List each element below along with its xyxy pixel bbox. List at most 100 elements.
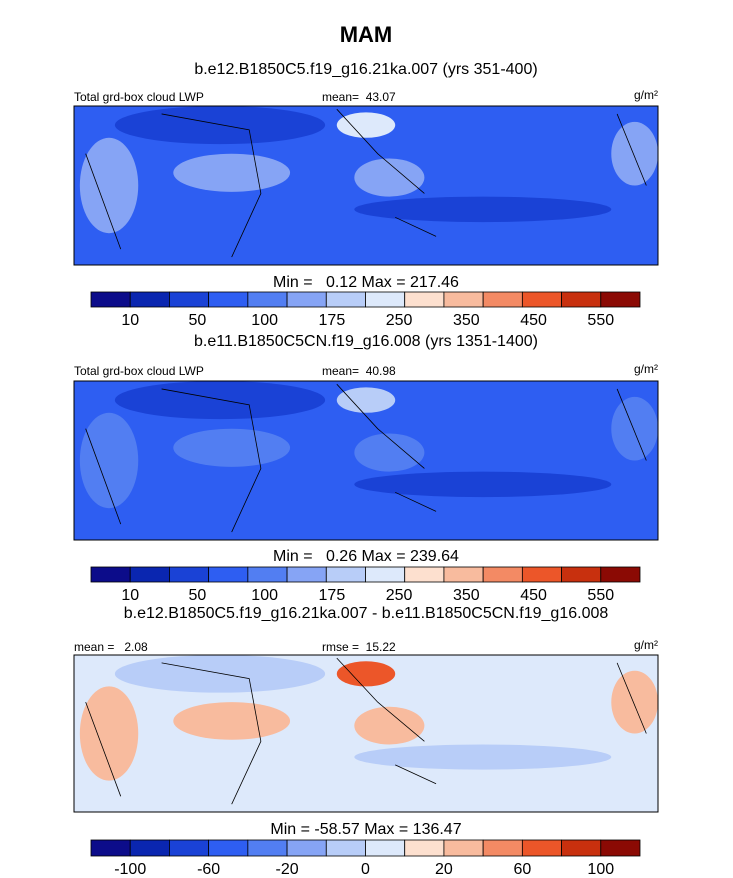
colorbar-label: 350: [453, 587, 480, 604]
map-region: [611, 121, 658, 186]
colorbar-box: [129, 291, 170, 308]
map-region: [354, 744, 612, 770]
map-region: [611, 396, 658, 461]
panel-unit: g/m²: [634, 638, 658, 652]
colorbar-box: [169, 839, 210, 857]
colorbar-label: 250: [386, 312, 413, 329]
map-region: [336, 661, 396, 687]
coastline: [85, 108, 647, 258]
colorbar-label: 450: [520, 312, 547, 329]
colorbar-box: [365, 839, 406, 857]
colorbar-label: 60: [513, 861, 531, 878]
panel-subtitle: b.e12.B1850C5.f19_g16.21ka.007 (yrs 351-…: [194, 61, 537, 78]
colorbar-box: [600, 839, 641, 857]
panel-subtitle: b.e12.B1850C5.f19_g16.21ka.007 - b.e11.B…: [124, 605, 609, 622]
colorbar-box: [561, 291, 602, 308]
coastline: [85, 383, 647, 533]
panel-center-label: rmse = 15.22: [322, 640, 396, 654]
colorbar-box: [325, 566, 366, 583]
colorbar-label: -60: [197, 861, 220, 878]
map-region: [173, 702, 291, 740]
colorbar-box: [561, 839, 602, 857]
colorbar-box: [521, 566, 562, 583]
colorbar-label: 175: [319, 312, 346, 329]
panel-center-label: mean= 40.98: [322, 364, 396, 378]
colorbar-box: [247, 839, 288, 857]
panel-subtitle: b.e11.B1850C5CN.f19_g16.008 (yrs 1351-14…: [194, 333, 538, 350]
colorbar-box: [129, 839, 170, 857]
map-region: [354, 433, 425, 472]
colorbar-label: -100: [114, 861, 146, 878]
colorbar-box: [443, 566, 484, 583]
map-region: [79, 412, 139, 509]
panel-unit: g/m²: [634, 88, 658, 102]
map-frame: [73, 105, 659, 266]
panel-left-label: Total grd-box cloud LWP: [74, 90, 204, 104]
colorbar-box: [443, 839, 484, 857]
colorbar-box: [286, 566, 327, 583]
colorbar-label: 550: [587, 587, 614, 604]
map-region: [173, 153, 291, 192]
colorbar-box: [482, 291, 523, 308]
coastline: [85, 657, 647, 805]
colorbar-label: 100: [251, 587, 278, 604]
map-region: [354, 706, 425, 745]
map-region: [354, 158, 425, 197]
colorbar-label: 20: [435, 861, 453, 878]
colorbar-box: [208, 566, 249, 583]
colorbar-label: 50: [189, 587, 207, 604]
colorbar-label: 550: [587, 312, 614, 329]
min-max-label: Min = -58.57 Max = 136.47: [270, 821, 461, 838]
colorbar-label: 450: [520, 587, 547, 604]
colorbar-box: [90, 839, 131, 857]
min-max-label: Min = 0.12 Max = 217.46: [273, 274, 459, 291]
colorbar-box: [325, 291, 366, 308]
map-region: [79, 686, 139, 781]
colorbar-box: [521, 291, 562, 308]
colorbar-box: [365, 291, 406, 308]
colorbar-label: 100: [587, 861, 614, 878]
map-region: [114, 106, 326, 145]
colorbar-box: [286, 291, 327, 308]
colorbar-box: [521, 839, 562, 857]
colorbar-box: [129, 566, 170, 583]
colorbar-box: [600, 291, 641, 308]
colorbar-box: [90, 566, 131, 583]
panel-unit: g/m²: [634, 362, 658, 376]
panel-left-label: mean = 2.08: [74, 640, 148, 654]
colorbar-box: [286, 839, 327, 857]
figure-title: MAM: [340, 22, 393, 47]
colorbar-box: [365, 566, 406, 583]
colorbar-box: [482, 839, 523, 857]
colorbar-label: 0: [361, 861, 370, 878]
map-region: [336, 387, 396, 413]
map-region: [611, 670, 658, 734]
colorbar-box: [443, 291, 484, 308]
map-region: [354, 196, 612, 223]
map-region: [114, 655, 326, 693]
panel-center-label: mean= 43.07: [322, 90, 396, 104]
map-region: [79, 137, 139, 234]
colorbar-label: 175: [319, 587, 346, 604]
panel-left-label: Total grd-box cloud LWP: [74, 364, 204, 378]
colorbar-box: [90, 291, 131, 308]
colorbar-box: [247, 566, 288, 583]
colorbar-box: [325, 839, 366, 857]
colorbar-box: [208, 291, 249, 308]
colorbar-label: 50: [189, 312, 207, 329]
colorbar-box: [561, 566, 602, 583]
colorbar-box: [208, 839, 249, 857]
colorbar-label: 100: [251, 312, 278, 329]
colorbar-label: 10: [121, 587, 139, 604]
colorbar-box: [169, 566, 210, 583]
map-region: [173, 428, 291, 467]
colorbar-label: 250: [386, 587, 413, 604]
colorbar-box: [404, 291, 445, 308]
map-frame: [73, 654, 659, 813]
map-region: [336, 112, 396, 138]
colorbar-box: [169, 291, 210, 308]
map-frame: [73, 380, 659, 541]
min-max-label: Min = 0.26 Max = 239.64: [273, 548, 459, 565]
colorbar-box: [404, 839, 445, 857]
